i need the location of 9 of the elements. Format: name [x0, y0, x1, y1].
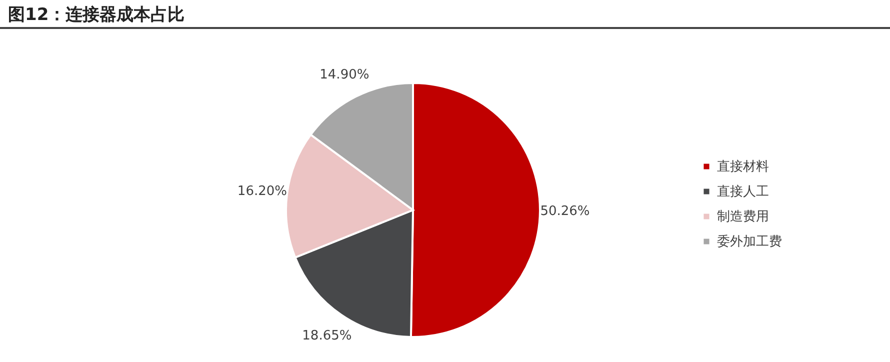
data-label: 50.26%: [540, 204, 590, 220]
legend-label: 委外加工费: [717, 234, 782, 250]
data-label: 14.90%: [320, 67, 370, 82]
text: 图12：连接器成本占比: [8, 4, 185, 26]
legend-label: 制造费用: [717, 210, 769, 224]
data-label: 16.20%: [237, 184, 287, 199]
legend-label: 直接材料: [717, 160, 769, 174]
data-label: 18.65%: [302, 328, 352, 344]
legend-label: 直接人工: [717, 184, 769, 200]
